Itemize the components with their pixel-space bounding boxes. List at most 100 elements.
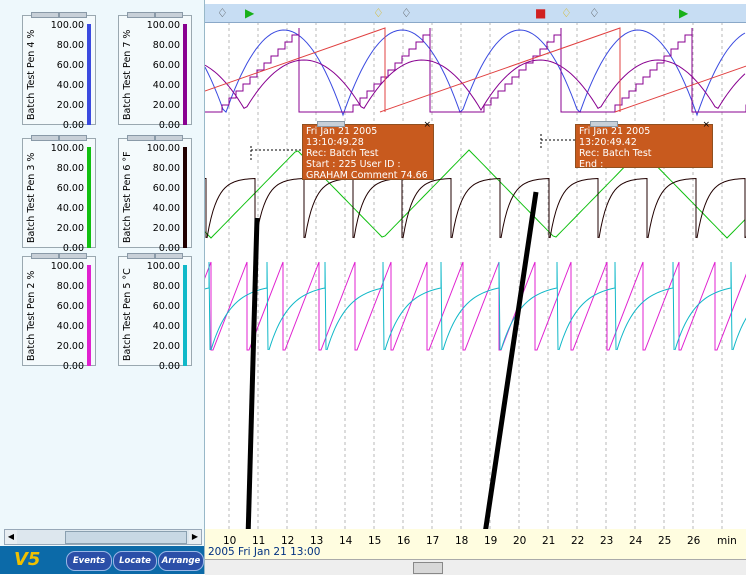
time-tick-label: 25	[658, 535, 671, 547]
annotation-line: Rec: Batch Test	[579, 148, 709, 159]
scale-color-bar	[183, 265, 187, 366]
scale-value: 40.00	[40, 80, 84, 100]
scale-label: Batch Test Pen 4 %	[26, 30, 37, 120]
annotation-line: Fri Jan 21 2005 13:20:49.42	[579, 126, 709, 148]
scale-value: 40.00	[136, 321, 180, 341]
scale-value: 100.00	[136, 143, 180, 163]
annotation-line: Fri Jan 21 2005 13:10:49.28	[306, 126, 430, 148]
time-tick-label: 14	[339, 535, 352, 547]
scale-value: 20.00	[136, 223, 180, 243]
time-tick-label: 15	[368, 535, 381, 547]
bell-yellow-icon[interactable]: ♢	[561, 4, 572, 22]
scale-pen7[interactable]: Batch Test Pen 7 % 100.00 80.00 60.00 40.00 2…	[118, 15, 192, 125]
annotation-line: End :	[579, 159, 709, 170]
scale-value: 60.00	[136, 183, 180, 203]
time-axis: 10 11 12 13 14 15 16 17 18 19 20 21 22 23 24 25 26 min 200…	[205, 529, 746, 559]
scale-label: Batch Test Pen 7 %	[122, 30, 133, 120]
scale-value: 100.00	[40, 143, 84, 163]
scale-pen2[interactable]: Batch Test Pen 2 % 100.00 80.00 60.00 40.00 2…	[22, 256, 96, 366]
bell-icon[interactable]: ♢	[589, 4, 600, 22]
scale-value: 40.00	[136, 80, 180, 100]
scale-label: Batch Test Pen 2 %	[26, 271, 37, 361]
scale-value: 80.00	[136, 163, 180, 183]
marker-line-1	[247, 218, 257, 574]
scale-color-bar	[183, 147, 187, 248]
annotation-line: GRAHAM Comment 74.66	[306, 170, 430, 181]
bell-icon[interactable]: ♢	[217, 4, 228, 22]
time-unit-label: min	[717, 535, 737, 547]
scale-value: 20.00	[40, 341, 84, 361]
scale-value: 60.00	[136, 301, 180, 321]
annotation-end[interactable]: × Fri Jan 21 2005 13:20:49.42 Rec: Batch T…	[575, 124, 713, 168]
time-tick-label: 22	[571, 535, 584, 547]
time-scrollbar[interactable]	[205, 559, 746, 575]
time-tick-label: 17	[426, 535, 439, 547]
scale-value: 100.00	[40, 20, 84, 40]
flag-green-icon[interactable]: ▶	[679, 4, 688, 22]
close-icon[interactable]: ×	[702, 120, 710, 131]
scale-label: Batch Test Pen 3 %	[26, 153, 37, 243]
scale-value: 0.00	[40, 361, 84, 381]
scale-value: 20.00	[136, 341, 180, 361]
scale-value: 20.00	[40, 100, 84, 120]
pen7-staircase	[205, 28, 746, 112]
time-scrollbar-thumb[interactable]	[413, 562, 443, 574]
scale-value: 40.00	[136, 203, 180, 223]
scale-pen3[interactable]: Batch Test Pen 3 % 100.00 80.00 60.00 40.00 2…	[22, 138, 96, 248]
pen2-trace	[205, 262, 746, 350]
scale-value: 80.00	[136, 281, 180, 301]
scale-value: 20.00	[40, 223, 84, 243]
marker-line-2	[479, 192, 536, 574]
time-date-label: 2005 Fri Jan 21 13:00	[208, 546, 320, 558]
scrollbar-thumb[interactable]	[65, 531, 187, 544]
scroll-right-arrow-icon[interactable]: ▶	[189, 530, 201, 544]
annotation-leader	[541, 134, 575, 150]
time-tick-label: 26	[687, 535, 700, 547]
annotation-line: Rec: Batch Test	[306, 148, 430, 159]
time-tick-label: 19	[484, 535, 497, 547]
pen5-trace	[205, 262, 746, 350]
scale-pen4[interactable]: Batch Test Pen 4 % 100.00 80.00 60.00 40.00 2…	[22, 15, 96, 125]
time-tick-label: 20	[513, 535, 526, 547]
scale-label: Batch Test Pen 5 °C	[122, 268, 133, 361]
scale-value: 60.00	[40, 301, 84, 321]
scale-color-bar	[183, 24, 187, 125]
scroll-left-arrow-icon[interactable]: ◀	[5, 530, 17, 544]
time-tick-label: 21	[542, 535, 555, 547]
events-button[interactable]: Events	[66, 551, 112, 571]
time-tick-label: 16	[397, 535, 410, 547]
scale-color-bar	[87, 24, 91, 125]
scale-value: 20.00	[136, 100, 180, 120]
scale-color-bar	[87, 265, 91, 366]
arrange-button[interactable]: Arrange	[158, 551, 204, 571]
scale-value: 80.00	[136, 40, 180, 60]
annotation-start[interactable]: × Fri Jan 21 2005 13:10:49.28 Rec: Batch T…	[302, 124, 434, 180]
scale-value: 80.00	[40, 281, 84, 301]
trend-chart-area[interactable]: ♢ ▶ ♢ ♢ ■ ♢ ♢ ▶ 10 11 12 13 14 15 16 17 18 19 20 21 22 23 24 2…	[205, 0, 746, 574]
scale-value: 60.00	[136, 60, 180, 80]
app-logo: V5	[14, 549, 40, 570]
scale-label: Batch Test Pen 6 °F	[122, 151, 133, 243]
scale-value: 0.00	[136, 361, 180, 381]
flag-green-icon[interactable]: ▶	[245, 4, 254, 22]
scale-value: 100.00	[136, 20, 180, 40]
bell-icon[interactable]: ♢	[401, 4, 412, 22]
scales-horizontal-scrollbar[interactable]: ◀ ▶	[4, 529, 202, 545]
scale-value: 60.00	[40, 183, 84, 203]
events-strip: ♢ ▶ ♢ ♢ ■ ♢ ♢ ▶	[205, 4, 746, 23]
scale-color-bar	[87, 147, 91, 248]
trend-plot[interactable]	[205, 0, 746, 574]
scale-pen5[interactable]: Batch Test Pen 5 °C 100.00 80.00 60.00 40.00…	[118, 256, 192, 366]
scale-value: 80.00	[40, 163, 84, 183]
scale-pen6[interactable]: Batch Test Pen 6 °F 100.00 80.00 60.00 40.00…	[118, 138, 192, 248]
scale-value: 40.00	[40, 203, 84, 223]
locate-button[interactable]: Locate	[113, 551, 157, 571]
close-icon[interactable]: ×	[423, 120, 431, 131]
time-tick-label: 23	[600, 535, 613, 547]
scale-value: 60.00	[40, 60, 84, 80]
bell-yellow-icon[interactable]: ♢	[373, 4, 384, 22]
flag-red-icon[interactable]: ■	[535, 4, 546, 22]
scale-value: 80.00	[40, 40, 84, 60]
scale-value: 100.00	[40, 261, 84, 281]
pen6-trace	[205, 179, 746, 239]
